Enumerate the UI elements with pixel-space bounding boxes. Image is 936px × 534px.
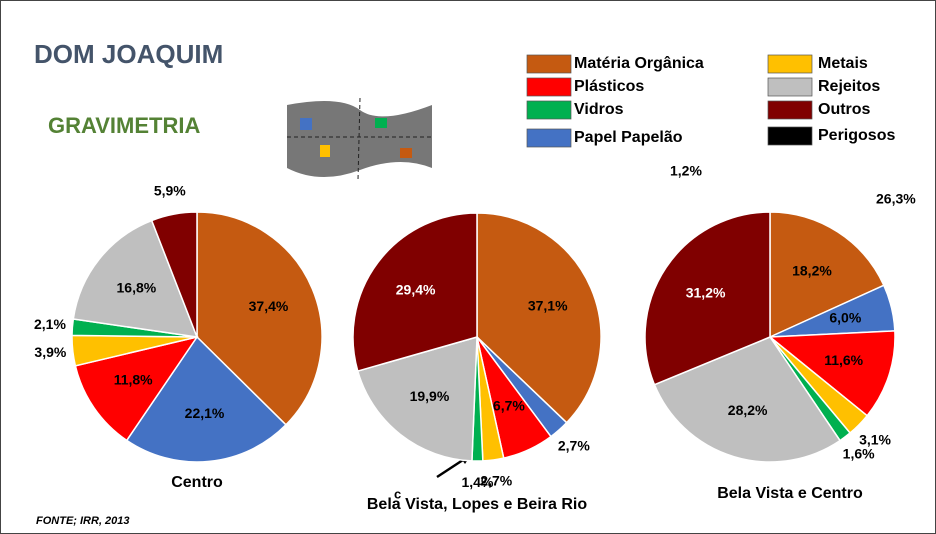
legend-swatch [768,101,812,119]
data-label: 3,9% [34,344,66,360]
data-label: 2,1% [34,316,66,332]
annotation: 26,3% [876,191,916,207]
legend-swatch [768,55,812,73]
legend-label: Metais [818,55,868,72]
legend-swatch [527,101,571,119]
legend-label: Rejeitos [818,78,880,95]
legend-label: Matéria Orgânica [574,55,704,72]
data-label: 29,4% [396,281,436,297]
pie-title: Bela Vista, Lopes e Beira Rio [367,496,587,513]
pie-title: Bela Vista e Centro [717,485,863,502]
data-label: 18,2% [792,263,832,279]
data-label: 6,0% [829,309,861,325]
data-label: 5,9% [154,183,186,199]
data-label: 2,7% [558,437,590,453]
legend-swatch [527,78,571,96]
slide: DOM JOAQUIM GRAVIMETRIA FONTE; IRR, 2013… [0,0,936,534]
data-label: 1,4% [461,474,493,490]
legend-label: Perigosos [818,127,895,144]
legend-label: Vidros [574,101,624,118]
legend-swatch [527,129,571,147]
source: FONTE; IRR, 2013 [36,515,130,527]
annotation: 1,2% [670,163,702,179]
data-label: 11,6% [824,352,863,368]
legend-swatch [768,127,812,145]
data-label: 11,8% [114,372,153,388]
legend-swatch [768,78,812,96]
legend-label: Plásticos [574,78,644,95]
data-label: 37,4% [249,298,289,314]
legend-label: Papel Papelão [574,129,683,146]
data-label: 16,8% [117,279,157,295]
data-label: 31,2% [686,285,726,301]
data-label: 19,9% [410,388,450,404]
data-label: 28,2% [728,402,768,418]
data-label: 22,1% [185,405,225,421]
title: DOM JOAQUIM [34,39,223,69]
legend-label: Outros [818,101,871,118]
data-label: 1,6% [843,446,875,462]
subtitle: GRAVIMETRIA [48,113,200,138]
legend-swatch [527,55,571,73]
data-label: 37,1% [528,297,568,313]
data-label: 6,7% [493,398,525,414]
pie-title: Centro [171,474,223,491]
